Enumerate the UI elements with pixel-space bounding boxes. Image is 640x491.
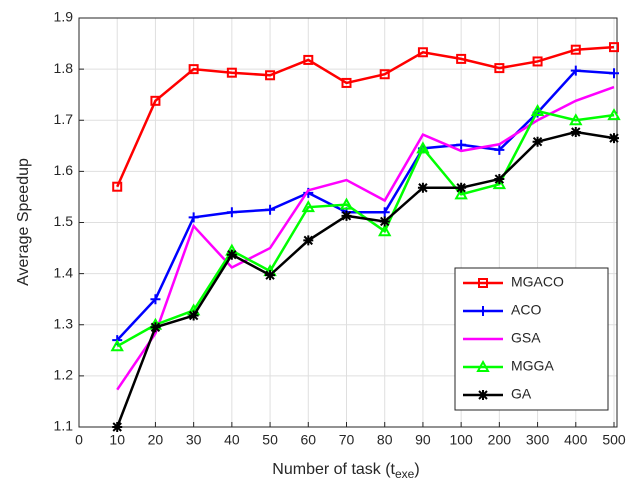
y-tick-label: 1.6 xyxy=(54,162,74,178)
marker xyxy=(609,42,619,53)
x-tick-label: 10 xyxy=(109,432,125,448)
x-tick-label: 50 xyxy=(262,432,278,448)
marker xyxy=(607,108,621,121)
marker xyxy=(303,235,314,246)
marker xyxy=(570,65,581,76)
marker xyxy=(417,47,428,58)
legend-marker xyxy=(478,278,488,288)
marker xyxy=(416,141,430,154)
x-tick-label: 400 xyxy=(564,432,588,448)
y-tick-label: 1.9 xyxy=(54,9,74,25)
marker xyxy=(530,103,545,117)
x-tick-label: 80 xyxy=(377,432,393,448)
y-axis-label: Average Speedup xyxy=(15,158,32,286)
y-tick-label: 1.1 xyxy=(54,418,74,434)
marker xyxy=(265,270,276,281)
x-tick-label: 20 xyxy=(148,432,164,448)
x-tick-label: 40 xyxy=(224,432,240,448)
marker xyxy=(456,53,467,64)
marker xyxy=(454,187,468,200)
marker xyxy=(150,294,161,305)
marker xyxy=(112,422,123,432)
x-tick-label: 60 xyxy=(300,432,316,448)
marker xyxy=(226,207,237,218)
legend-label: GA xyxy=(511,386,532,402)
marker xyxy=(226,249,237,260)
marker xyxy=(110,339,124,352)
marker xyxy=(417,182,428,193)
x-tick-label: 70 xyxy=(339,432,355,448)
legend-label: MGACO xyxy=(511,274,564,290)
marker xyxy=(492,177,507,190)
marker xyxy=(456,182,467,193)
marker xyxy=(379,216,390,227)
y-tick-label: 1.2 xyxy=(54,367,74,383)
x-tick-label: 300 xyxy=(526,432,550,448)
marker xyxy=(188,64,199,75)
marker xyxy=(532,136,543,147)
marker xyxy=(494,63,505,74)
y-tick-label: 1.8 xyxy=(54,60,74,76)
plot-frame xyxy=(78,17,618,428)
marker xyxy=(188,212,199,223)
legend-marker xyxy=(478,306,488,316)
legend-label: ACO xyxy=(511,302,541,318)
x-tick-label: 90 xyxy=(415,432,431,448)
marker xyxy=(570,127,581,138)
marker xyxy=(532,56,543,67)
y-tick-label: 1.3 xyxy=(54,315,74,331)
marker xyxy=(570,44,581,55)
legend-label: MGGA xyxy=(511,358,554,374)
series-line xyxy=(116,69,615,341)
marker xyxy=(339,197,354,210)
x-tick-label: 100 xyxy=(449,432,473,448)
marker xyxy=(379,207,390,218)
marker xyxy=(379,69,390,80)
series-line xyxy=(116,130,615,428)
marker xyxy=(112,181,123,192)
y-tick-label: 1.7 xyxy=(54,111,74,127)
marker xyxy=(188,310,199,321)
x-tick-label: 30 xyxy=(186,432,202,448)
y-tick-label: 1.5 xyxy=(54,213,74,229)
marker xyxy=(609,133,619,144)
marker xyxy=(301,200,315,213)
legend-label: GSA xyxy=(511,330,541,346)
marker xyxy=(303,54,314,65)
y-tick-label: 1.4 xyxy=(54,264,74,280)
marker xyxy=(265,204,276,215)
marker xyxy=(378,224,392,237)
marker xyxy=(265,70,276,81)
marker xyxy=(341,77,352,88)
x-tick-label: 500 xyxy=(602,432,626,448)
x-tick-label: 0 xyxy=(75,432,83,448)
x-axis-label: Number of task (texe) xyxy=(272,461,419,481)
marker xyxy=(494,144,505,155)
series-line xyxy=(116,45,615,188)
legend-marker xyxy=(478,390,488,400)
marker xyxy=(569,113,583,126)
marker xyxy=(494,174,505,185)
marker xyxy=(226,67,237,78)
marker xyxy=(150,322,161,333)
x-tick-label: 200 xyxy=(488,432,512,448)
marker xyxy=(609,68,619,79)
legend-marker xyxy=(476,359,490,372)
marker xyxy=(341,210,352,221)
marker xyxy=(456,139,467,150)
marker xyxy=(150,95,161,106)
